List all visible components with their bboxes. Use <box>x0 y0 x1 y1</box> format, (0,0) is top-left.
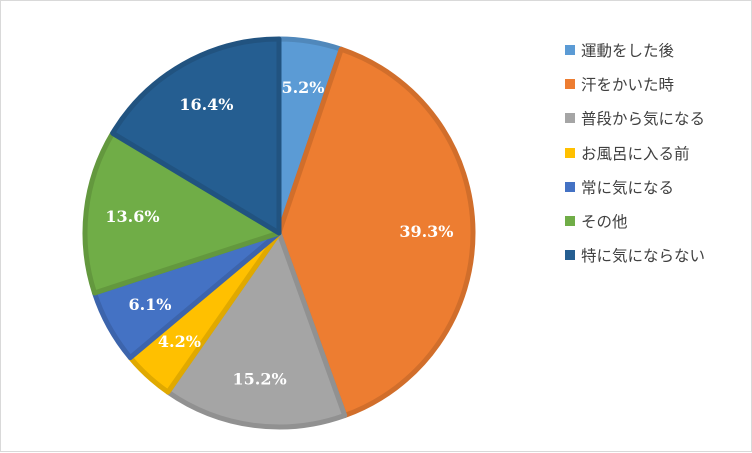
data-label: 6.1% <box>128 295 171 314</box>
legend-label: 常に気になる <box>581 178 675 197</box>
legend-item: 汗をかいた時 <box>565 67 705 101</box>
legend-label: 運動をした後 <box>581 42 675 61</box>
legend-item: 特に気にならない <box>565 238 705 272</box>
legend-swatch <box>565 250 575 261</box>
legend-label: お風呂に入る前 <box>581 144 690 163</box>
data-label: 4.2% <box>158 332 201 351</box>
legend-item: 普段から気になる <box>565 101 705 135</box>
data-label: 15.2% <box>233 370 287 389</box>
legend-swatch <box>565 113 575 124</box>
legend-swatch <box>565 181 575 192</box>
pie-slice <box>276 46 476 419</box>
data-label: 39.3% <box>399 222 453 241</box>
legend-swatch <box>565 45 575 56</box>
legend-item: その他 <box>565 204 705 238</box>
legend-swatch <box>565 216 575 227</box>
data-label: 13.6% <box>105 207 159 226</box>
legend-item: お風呂に入る前 <box>565 136 705 170</box>
legend-item: 運動をした後 <box>565 33 705 67</box>
pie-slice <box>165 230 348 430</box>
legend-label: 普段から気になる <box>581 110 706 129</box>
data-label: 16.4% <box>179 95 233 114</box>
legend-label: その他 <box>581 213 628 232</box>
data-label: 5.2% <box>281 78 324 97</box>
legend-label: 汗をかいた時 <box>581 76 675 95</box>
legend-label: 特に気にならない <box>581 247 706 266</box>
pie-slice <box>82 130 282 296</box>
pie-slice <box>110 36 282 236</box>
legend-swatch <box>565 79 575 90</box>
legend-item: 常に気になる <box>565 170 705 204</box>
legend: 運動をした後 汗をかいた時 普段から気になる お風呂に入る前 常に気になる その… <box>565 33 705 272</box>
legend-swatch <box>565 147 575 158</box>
